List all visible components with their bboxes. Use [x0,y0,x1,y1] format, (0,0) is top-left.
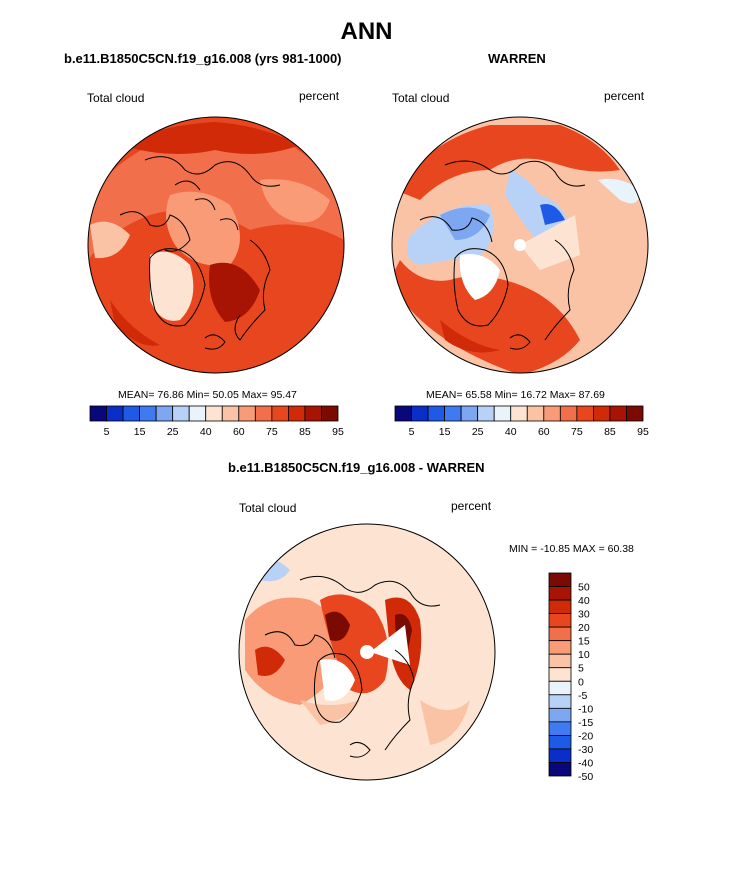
colorbar-diff-tick-label: 40 [578,595,590,607]
colorbar-obs-swatch [394,405,412,422]
colorbar-diff-swatch [548,667,572,682]
colorbar-model-tick-label: 95 [332,426,344,438]
colorbar-obs-tick-label: 60 [538,426,550,438]
panel-diff-title: b.e11.B1850C5CN.f19_g16.008 - WARREN [228,460,485,475]
colorbar-model-swatch [122,405,140,422]
colorbar-model-swatch [221,405,240,422]
colorbar-diff-swatch [548,694,572,709]
panel-obs-stats: MEAN= 65.58 Min= 16.72 Max= 87.69 [426,389,605,401]
colorbar-obs-tick-label: 85 [604,426,616,438]
panel-model-stats: MEAN= 76.86 Min= 50.05 Max= 95.47 [118,389,297,401]
colorbar-diff-swatch [548,762,572,777]
colorbar-obs: 5 15 25 40 60 75 85 95 [394,405,649,438]
colorbar-diff-swatch [548,613,572,628]
map-model [88,117,344,373]
colorbar-model-swatch [287,405,306,422]
colorbar-obs-tick-label: 25 [472,426,484,438]
colorbar-diff-tick-label: -5 [578,690,587,702]
colorbar-model-swatch [139,405,157,422]
colorbar-obs-swatch [593,405,611,422]
map-obs [392,117,648,373]
colorbar-obs-swatch [493,405,512,422]
panel-obs-units-label: percent [604,89,645,103]
colorbar-diff-swatch [548,680,572,696]
colorbar-diff-swatch [548,721,572,736]
panel-model-title: b.e11.B1850C5CN.f19_g16.008 (yrs 981-100… [64,51,342,66]
colorbar-model-swatch [205,405,223,422]
colorbar-obs-tick-label: 75 [571,426,583,438]
colorbar-obs-swatch [510,405,528,422]
colorbar-obs-swatch [559,405,578,422]
colorbar-model-tick-label: 60 [233,426,245,438]
colorbar-diff-tick-label: -50 [578,771,593,783]
colorbar-model-tick-label: 5 [104,426,110,438]
colorbar-diff-tick-label: -30 [578,744,593,756]
colorbar-diff-swatch [548,599,572,614]
colorbar-obs-swatch [460,405,479,422]
colorbar-model-tick-label: 85 [299,426,311,438]
colorbar-diff-swatch [548,586,572,601]
map-model-border [87,116,345,374]
colorbar-model-swatch [321,405,339,422]
colorbar-diff-tick-label: 30 [578,609,590,621]
colorbar-diff-tick-label: -10 [578,703,593,715]
colorbar-diff-swatch [548,640,572,655]
colorbar-diff-tick-label: 20 [578,622,590,634]
colorbar-obs-swatch [543,405,561,422]
colorbar-model-swatch [172,405,190,422]
map-obs-border [391,116,649,374]
colorbar-diff-swatch [548,735,572,750]
colorbar-diff-swatch [548,707,572,723]
panel-diff-units-label: percent [451,499,492,513]
colorbar-diff-tick-label: -40 [578,757,593,769]
colorbar-obs-swatch [411,405,429,422]
colorbar-model-tick-label: 40 [200,426,212,438]
colorbar-diff-swatch [548,572,572,587]
colorbar-model-swatch [238,405,256,422]
colorbar-model-tick-label: 25 [167,426,179,438]
colorbar-obs-swatch [576,405,594,422]
panel-diff-variable-label: Total cloud [239,501,297,515]
colorbar-model-swatch [155,405,174,422]
colorbar-model-swatch [106,405,124,422]
colorbar-obs-swatch [526,405,545,422]
colorbar-model-tick-label: 15 [134,426,146,438]
colorbar-model: 5 15 25 40 60 75 85 95 [89,405,344,438]
colorbar-obs-swatch [477,405,495,422]
colorbar-obs-swatch [609,405,627,422]
map-diff-border [238,523,496,781]
colorbar-diff-tick-label: 0 [578,676,584,688]
figure-title: ANN [340,18,393,45]
colorbar-obs-swatch [444,405,462,422]
colorbar-diff-swatch [548,626,572,642]
colorbar-model-swatch [254,405,273,422]
colorbar-diff-swatch [548,748,572,763]
colorbar-diff-tick-label: 15 [578,636,590,648]
colorbar-diff-tick-label: 10 [578,649,590,661]
colorbar-model-swatch [89,405,107,422]
colorbar-obs-swatch [427,405,446,422]
colorbar-model-swatch [271,405,289,422]
colorbar-obs-tick-label: 40 [505,426,517,438]
panel-obs-variable-label: Total cloud [392,91,450,105]
panel-model-variable-label: Total cloud [87,91,145,105]
colorbar-diff-tick-label: 50 [578,582,590,594]
colorbar-diff-swatch [548,653,572,669]
colorbar-diff-tick-label: -20 [578,730,593,742]
colorbar-obs-tick-label: 15 [439,426,451,438]
panel-obs-title: WARREN [488,51,546,66]
colorbar-model-tick-label: 75 [266,426,278,438]
colorbar-model-swatch [304,405,322,422]
colorbar-model-swatch [188,405,207,422]
panel-model-units-label: percent [299,89,340,103]
colorbar-obs-tick-label: 5 [409,426,415,438]
colorbar-obs-tick-label: 95 [637,426,649,438]
panel-diff-stats: MIN = -10.85 MAX = 60.38 [509,543,634,555]
colorbar-diff-tick-label: 5 [578,663,584,675]
map-diff [239,524,495,780]
colorbar-obs-swatch [626,405,644,422]
colorbar-diff-tick-label: -15 [578,717,593,729]
